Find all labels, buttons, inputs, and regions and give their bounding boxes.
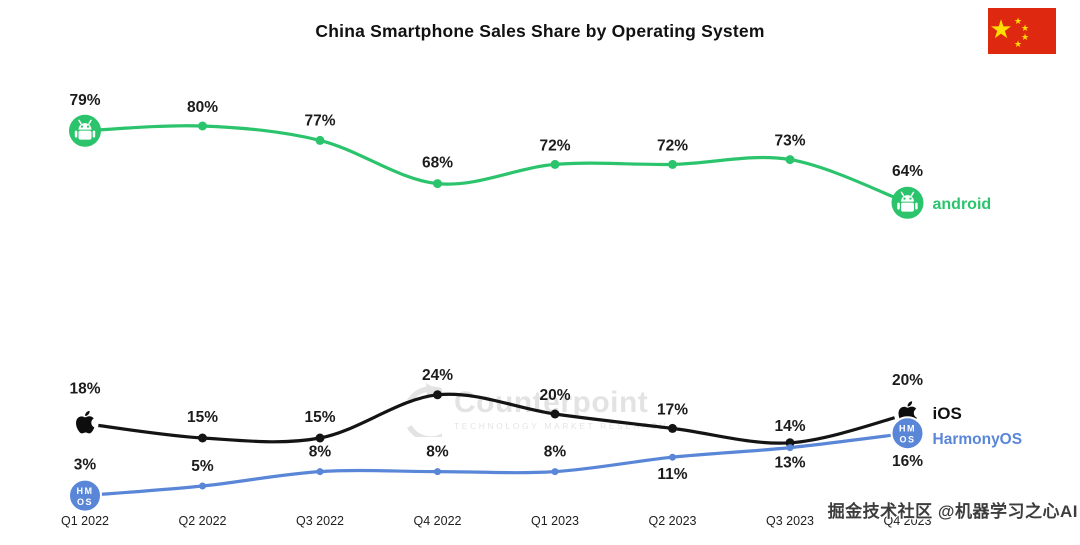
value-label-HarmonyOS: 8% [544,444,567,461]
value-label-HarmonyOS: 16% [892,453,923,470]
series-line-HarmonyOS [83,431,910,498]
value-label-HarmonyOS: 5% [191,458,214,475]
data-point-android [198,121,207,131]
series-label-android: android [933,196,992,213]
hmos-badge-text: OS [77,497,93,507]
value-label-android: 77% [304,112,335,129]
data-point-HarmonyOS [434,468,441,476]
data-point-HarmonyOS [199,482,206,490]
value-label-android: 72% [539,137,570,154]
value-label-iOS: 15% [304,409,335,426]
value-label-android: 79% [69,92,100,109]
svg-text:★: ★ [1021,23,1029,33]
android-robot-icon [78,123,92,130]
x-axis-label: Q2 2023 [649,514,697,528]
data-point-iOS [550,409,560,419]
value-label-iOS: 20% [539,387,570,404]
flag-field [988,8,1056,54]
series-line-iOS [83,392,910,445]
android-robot-icon [78,130,92,140]
value-label-iOS: 15% [187,409,218,426]
value-label-HarmonyOS: 8% [309,444,332,461]
data-point-HarmonyOS [551,468,559,476]
x-axis-label: Q3 2023 [766,514,814,528]
value-label-HarmonyOS: 8% [426,444,449,461]
android-robot-icon [903,197,906,200]
android-robot-icon [92,130,96,138]
hmos-badge-text: HM [77,486,94,496]
android-robot-icon [86,125,90,128]
value-label-HarmonyOS: 3% [74,457,97,474]
x-axis-label: Q1 2023 [531,514,579,528]
value-label-iOS: 18% [69,381,100,398]
apple-logo-icon [76,410,95,434]
svg-text:★: ★ [1014,16,1022,26]
data-point-iOS [198,433,207,443]
value-label-android: 73% [774,133,805,150]
x-axis-label: Q4 2023 [884,514,932,528]
value-label-HarmonyOS: 13% [774,455,805,472]
chart-title: China Smartphone Sales Share by Operatin… [315,21,765,41]
data-point-iOS [433,390,442,400]
hmos-badge-icon [890,416,925,451]
svg-text:★: ★ [989,14,1012,44]
android-robot-icon [901,202,914,212]
android-robot-icon [909,197,912,200]
x-axis-label: Q4 2022 [414,514,462,528]
value-label-iOS: 24% [422,367,453,384]
value-label-HarmonyOS: 11% [657,466,687,483]
series-label-iOS: iOS [933,404,962,423]
series-label-HarmonyOS: HarmonyOS [933,431,1023,448]
android-robot-icon [915,202,918,210]
value-label-iOS: 20% [892,372,923,389]
android-robot-icon [88,119,92,125]
android-robot-icon [897,202,900,210]
data-point-android [668,159,677,169]
android-robot-icon [901,195,914,202]
value-label-android: 68% [422,155,453,172]
data-point-iOS [668,423,677,433]
android-robot-icon [910,191,915,197]
data-point-android [433,179,442,189]
series-line-android [83,124,910,205]
hmos-badge-text: HM [899,424,916,434]
data-point-android [315,135,325,145]
android-robot-icon [80,125,84,128]
x-axis-label: Q1 2022 [61,514,109,528]
value-label-iOS: 17% [657,401,688,418]
android-robot-icon [78,119,82,125]
svg-text:★: ★ [1021,32,1029,42]
china-flag-icon: ★ ★ ★ ★ ★ [988,8,1056,54]
value-label-android: 72% [657,137,688,154]
hmos-badge-icon [68,478,102,513]
x-axis-label: Q3 2022 [296,514,344,528]
data-point-android [550,159,560,169]
svg-text:★: ★ [1014,39,1022,49]
value-label-android: 80% [187,99,218,116]
hmos-badge-text: OS [899,435,915,445]
value-label-iOS: 14% [774,418,805,435]
bottom-right-watermark: 掘金技术社区 @机器学习之心AI [827,502,1078,521]
data-point-iOS [315,433,325,443]
data-point-android [785,155,795,165]
data-point-HarmonyOS [669,453,676,461]
android-robot-icon [900,191,905,197]
android-robot-icon [74,130,78,138]
x-axis-label: Q2 2022 [179,514,227,528]
data-point-HarmonyOS [786,444,794,452]
data-point-HarmonyOS [316,468,324,476]
value-label-android: 64% [892,163,923,180]
